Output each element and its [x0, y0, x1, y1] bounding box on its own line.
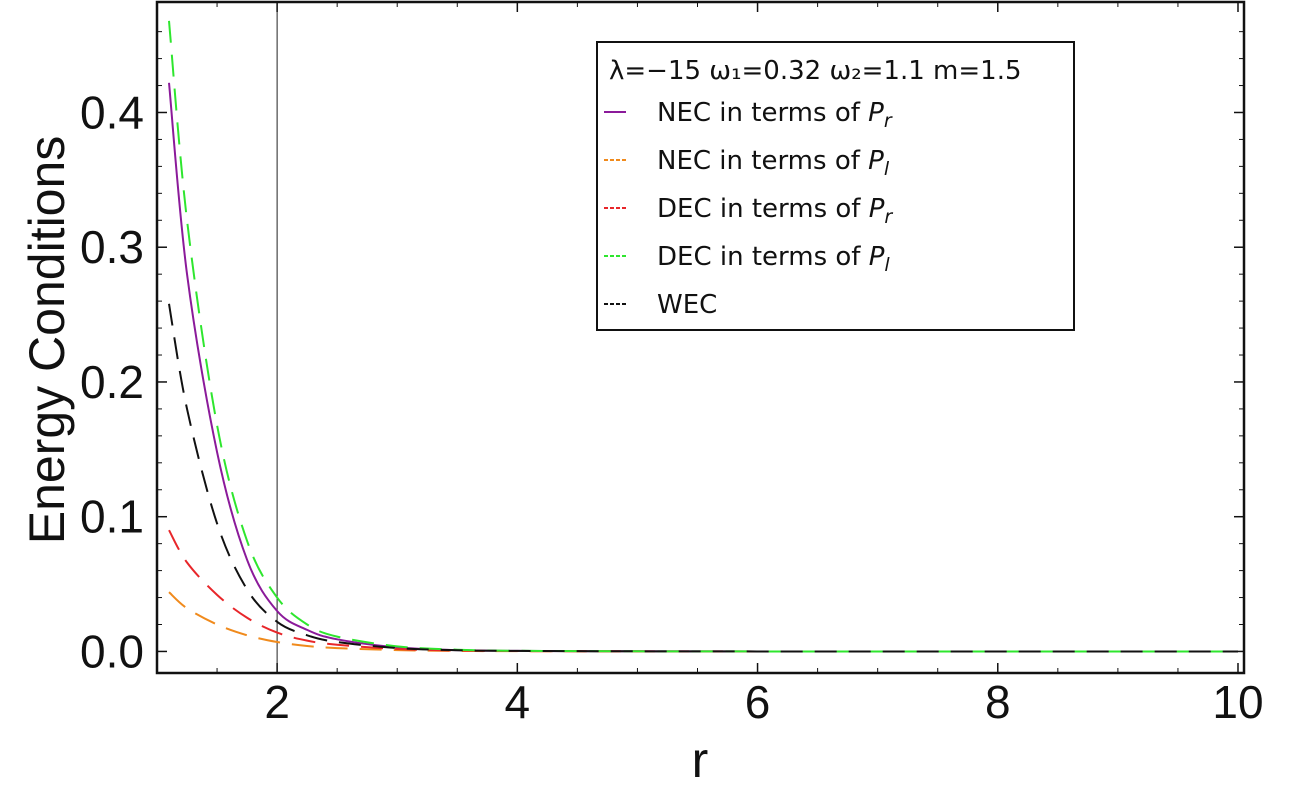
series-line-3 — [168, 529, 1238, 653]
y-tick-label: 0.1 — [80, 491, 144, 543]
legend-label-3: DEC in terms of Pr — [657, 194, 893, 228]
y-tick-label: 0.3 — [80, 221, 144, 273]
series-line-2 — [168, 591, 1238, 653]
legend-title: λ=−15 ω₁=0.32 ω₂=1.1 m=1.5 — [609, 56, 1022, 86]
legend-label-4: DEC in terms of Pl — [657, 242, 890, 276]
x-axis-title: r — [692, 732, 709, 788]
legend-box — [596, 41, 1075, 331]
x-tick-label: 8 — [985, 676, 1011, 728]
legend: λ=−15 ω₁=0.32 ω₂=1.1 m=1.5 NEC in terms … — [596, 41, 1075, 331]
x-tick-label: 6 — [745, 676, 771, 728]
y-axis-title: Energy Conditions — [19, 136, 75, 545]
plot-frame — [155, 0, 1246, 675]
y-tick-label: 0.2 — [80, 356, 144, 408]
x-tick-label: 4 — [505, 676, 531, 728]
x-tick-label: 2 — [264, 676, 290, 728]
legend-label-2: NEC in terms of Pl — [657, 146, 890, 180]
ticks-layer: 2 4 6 8 10 0.0 0.1 0.2 0.3 0.4 — [80, 2, 1264, 728]
series-line-5 — [168, 303, 1238, 653]
y-tick-label: 0.0 — [80, 625, 144, 677]
x-tick-label: 10 — [1212, 676, 1263, 728]
legend-label-5: WEC — [657, 290, 717, 320]
y-tick-label: 0.4 — [80, 86, 144, 138]
series-layer — [168, 20, 1238, 653]
legend-label-1: NEC in terms of Pr — [657, 98, 893, 132]
